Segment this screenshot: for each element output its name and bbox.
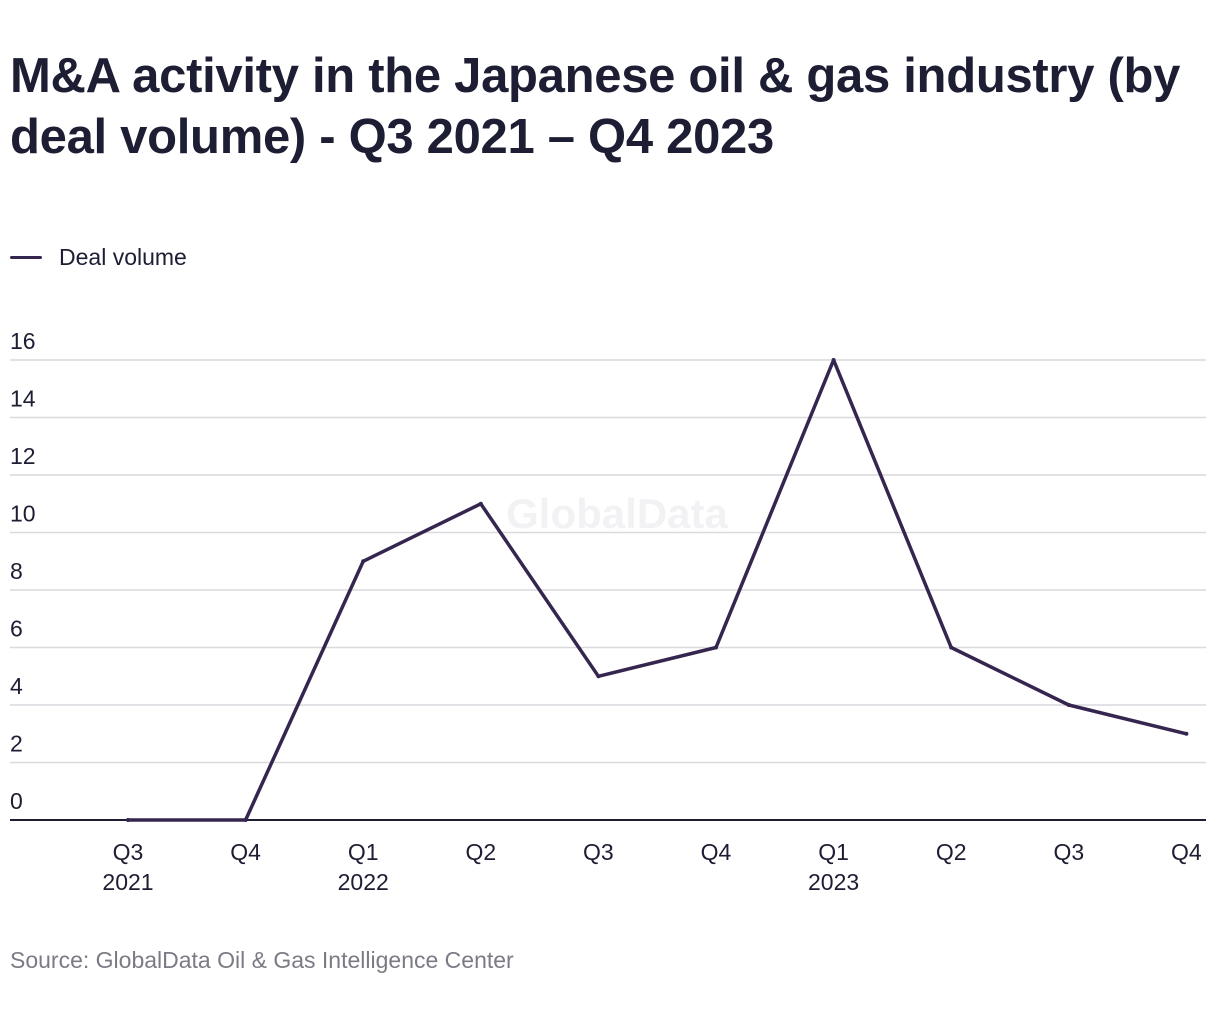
y-tick-label: 2 [10,731,23,757]
y-tick-label: 10 [10,501,36,527]
y-tick-label: 0 [10,788,23,814]
x-tick-label: Q2 [936,839,967,865]
data-point [831,358,836,362]
watermark: GlobalData [506,490,728,537]
chart-title: M&A activity in the Japanese oil & gas i… [10,49,1181,164]
data-point [361,559,366,564]
x-tick-label: Q4 [1171,839,1202,865]
x-tick-year-label: 2022 [338,869,389,895]
y-tick-label: 16 [10,328,36,354]
data-point [126,818,130,822]
y-tick-label: 14 [10,386,36,412]
data-point [1066,703,1071,707]
y-tick-label: 12 [10,443,36,469]
x-tick-label: Q1 [348,839,379,865]
x-tick-label: Q4 [230,839,261,865]
legend-label-deal-volume: Deal volume [59,243,187,270]
x-tick-label: Q2 [465,839,496,865]
x-tick-label: Q3 [583,839,614,865]
y-tick-label: 4 [10,673,23,699]
x-tick-label: Q1 [818,839,849,865]
x-tick-year-label: 2023 [808,869,859,895]
legend-swatch-deal-volume [10,255,42,259]
data-point [478,501,483,506]
data-point [1184,731,1189,736]
x-tick-label: Q4 [701,839,732,865]
legend: Deal volume [10,242,187,272]
data-point [949,645,954,650]
x-tick-label: Q3 [1053,839,1084,865]
data-point [714,645,718,650]
y-tick-label: 6 [10,616,23,642]
data-point [596,674,601,679]
data-point [243,818,248,822]
x-tick-year-label: 2021 [102,869,153,895]
y-tick-label: 8 [10,558,23,584]
source-note: Source: GlobalData Oil & Gas Intelligenc… [10,947,514,973]
x-tick-label: Q3 [113,839,144,865]
series-line-deal-volume [126,358,1189,822]
line-chart: GlobalData 0 2 4 6 8 10 12 14 16 Q3 2021 Q4 Q1 2022 Q2 Q… [10,328,1206,895]
